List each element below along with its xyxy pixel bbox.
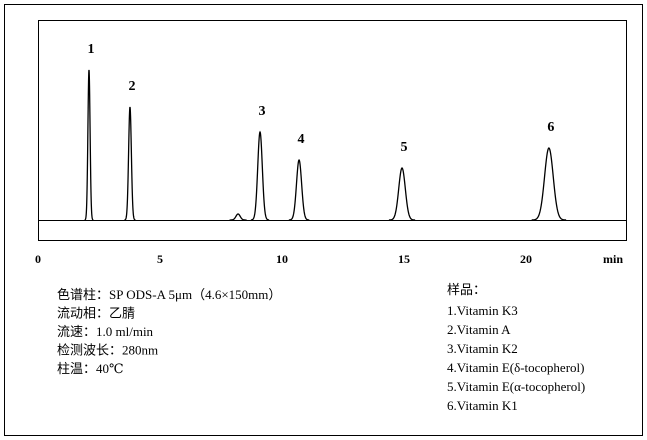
peak	[531, 147, 567, 221]
peak-label: 1	[87, 42, 94, 57]
sample-item: 3.Vitamin K2	[447, 341, 518, 356]
x-tick-label: 5	[157, 252, 163, 266]
x-tick-label: 0	[35, 252, 41, 266]
condition: 色谱柱：SP ODS-A 5μm（4.6×150mm）	[57, 287, 281, 302]
peak-label: 3	[259, 104, 266, 119]
peak	[250, 130, 270, 221]
peak-label: 2	[128, 79, 135, 94]
x-axis-label: min	[603, 252, 623, 266]
sample-item: 1.Vitamin K3	[447, 303, 518, 318]
peak	[229, 213, 247, 221]
peak	[288, 158, 310, 221]
x-tick-label: 20	[520, 252, 532, 266]
sample-item: 2.Vitamin A	[447, 322, 511, 337]
plot-frame	[38, 20, 627, 241]
condition: 流动相：乙腈	[57, 305, 135, 320]
sample-item: 5.Vitamin E(α-tocopherol)	[447, 379, 585, 394]
condition: 检测波长：280nm	[57, 342, 158, 357]
sample-item: 6.Vitamin K1	[447, 398, 518, 413]
peak-label: 4	[298, 132, 305, 147]
peak	[84, 69, 94, 221]
x-tick-label: 15	[398, 252, 410, 266]
x-tick-label: 10	[276, 252, 288, 266]
peak	[388, 167, 416, 221]
condition: 柱温：40℃	[57, 361, 124, 376]
sample-item: 4.Vitamin E(δ-tocopherol)	[447, 360, 584, 375]
samples-title: 样品：	[447, 282, 486, 297]
peak-label: 5	[401, 140, 408, 155]
outer-frame	[4, 4, 643, 436]
peak	[124, 106, 136, 221]
peak-label: 6	[547, 120, 554, 135]
condition: 流速：1.0 ml/min	[57, 324, 154, 339]
